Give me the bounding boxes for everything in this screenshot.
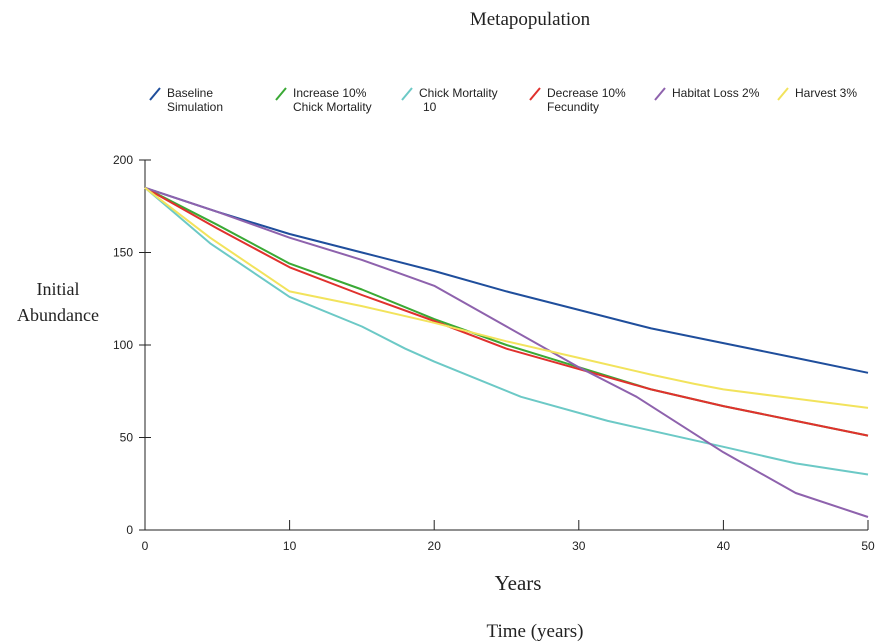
legend-item: Baseline Simulation — [149, 86, 223, 114]
legend-item: Decrease 10% Fecundity — [529, 86, 626, 114]
x-tick-label: 30 — [572, 539, 586, 553]
legend-swatch — [777, 87, 789, 101]
x-ticks: 0 10 20 30 40 50 — [142, 520, 875, 553]
y-tick-label: 100 — [113, 338, 133, 352]
legend-label-line: Chick Mortality — [293, 100, 372, 114]
legend-item: Chick Mortality 10 — [401, 86, 498, 114]
x-tick-label: 10 — [283, 539, 297, 553]
legend-label: Decrease 10% Fecundity — [547, 86, 626, 114]
legend-item: Habitat Loss 2% — [654, 86, 760, 101]
y-axis-label-line: Abundance — [17, 305, 99, 325]
legend-label-line: Chick Mortality — [419, 86, 498, 100]
y-tick-label: 150 — [113, 246, 133, 260]
series-line-5 — [144, 187, 869, 409]
series-line-3 — [144, 186, 869, 437]
legend-label: Increase 10% Chick Mortality — [293, 86, 372, 114]
y-tick-label: 200 — [113, 153, 133, 167]
x-axis-label: Years — [495, 571, 542, 595]
legend-label-line: 10 — [423, 100, 437, 114]
series-line-2 — [144, 187, 869, 476]
legend-label: Harvest 3% — [795, 86, 857, 100]
legend-label: Chick Mortality 10 — [419, 86, 498, 114]
series-lines — [144, 186, 869, 518]
y-tick-label: 50 — [120, 431, 134, 445]
x-tick-label: 40 — [717, 539, 731, 553]
series-line-0 — [144, 186, 869, 374]
legend-label: Baseline Simulation — [167, 86, 223, 114]
legend-swatch — [529, 87, 541, 101]
legend-label-line: Decrease 10% — [547, 86, 626, 100]
y-axis-label: Initial Abundance — [17, 279, 99, 325]
series-line-4 — [144, 186, 869, 518]
legend-label-line: Increase 10% — [293, 86, 367, 100]
legend-swatch — [654, 87, 666, 101]
legend-label: Habitat Loss 2% — [672, 86, 760, 100]
legend-swatch — [401, 87, 413, 101]
chart-title: Metapopulation — [470, 9, 591, 30]
y-tick-label: 0 — [126, 523, 133, 537]
x-axis-sublabel: Time (years) — [487, 621, 584, 642]
legend-label-line: Baseline — [167, 86, 213, 100]
legend-swatch — [275, 87, 287, 101]
x-tick-label: 50 — [861, 539, 875, 553]
legend-label-line: Harvest 3% — [795, 86, 857, 100]
x-tick-label: 20 — [428, 539, 442, 553]
x-tick-label: 0 — [142, 539, 149, 553]
y-axis-label-line: Initial — [37, 279, 80, 299]
legend-label-line: Fecundity — [547, 100, 599, 114]
legend-item: Increase 10% Chick Mortality — [275, 86, 372, 114]
legend-label-line: Simulation — [167, 100, 223, 114]
legend-label-line: Habitat Loss 2% — [672, 86, 760, 100]
legend-item: Harvest 3% — [777, 86, 857, 101]
y-ticks: 0 50 100 150 200 — [113, 153, 151, 537]
legend-swatch — [149, 87, 161, 101]
